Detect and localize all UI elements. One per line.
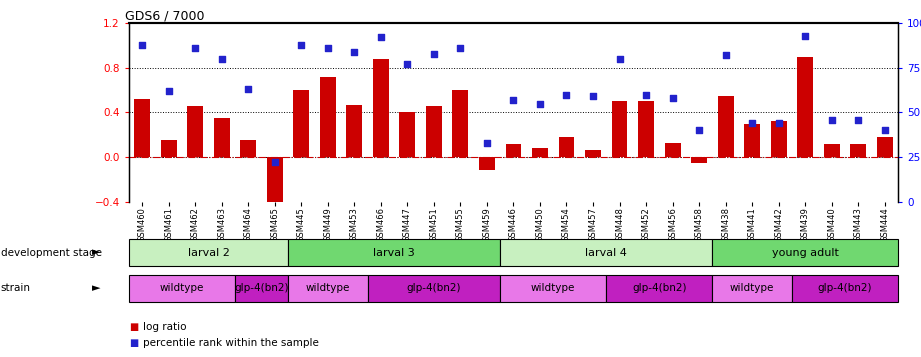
Bar [426,106,442,157]
Point [507,97,521,103]
Text: ►: ► [92,283,100,293]
Text: wildtype: wildtype [531,283,576,293]
Bar [346,105,362,157]
Bar [161,140,177,157]
Point [771,120,786,126]
Point [134,42,149,47]
Point [347,49,362,55]
Bar [691,157,707,163]
Bar [288,239,500,266]
Point [878,127,892,133]
Point [215,56,229,62]
Bar [288,275,367,302]
Point [480,140,495,146]
Text: glp-4(bn2): glp-4(bn2) [818,283,872,293]
Point [798,33,812,39]
Point [851,117,866,122]
Bar [506,144,521,157]
Point [188,45,203,51]
Text: glp-4(bn2): glp-4(bn2) [407,283,461,293]
Text: young adult: young adult [772,247,839,258]
Bar [792,275,898,302]
Text: larval 3: larval 3 [373,247,415,258]
Text: larval 4: larval 4 [586,247,627,258]
Bar [452,90,469,157]
Point [586,94,600,99]
Bar [235,275,288,302]
Text: GDS6 / 7000: GDS6 / 7000 [125,9,204,22]
Text: ►: ► [92,247,100,258]
Bar [214,118,229,157]
Point [559,92,574,97]
Bar [187,106,204,157]
Text: strain: strain [1,283,31,293]
Text: wildtype: wildtype [306,283,350,293]
Bar [267,157,283,211]
Bar [612,101,627,157]
Bar [850,144,866,157]
Text: wildtype: wildtype [159,283,204,293]
Point [453,45,468,51]
Point [241,86,256,92]
Point [374,35,389,40]
Point [426,51,441,56]
Bar [712,275,792,302]
Point [612,56,627,62]
Point [692,127,706,133]
Text: larval 2: larval 2 [188,247,229,258]
Point [745,120,760,126]
Bar [558,137,575,157]
Bar [320,77,336,157]
Text: ■: ■ [129,338,138,348]
Bar [129,275,235,302]
Point [824,117,839,122]
Bar [373,59,389,157]
Bar [665,142,681,157]
Bar [479,157,495,171]
Text: development stage: development stage [1,247,102,258]
Bar [712,239,898,266]
Bar [134,99,150,157]
Bar [717,96,733,157]
Point [161,88,176,94]
Bar [129,239,288,266]
Text: glp-4(bn2): glp-4(bn2) [234,283,289,293]
Bar [400,112,415,157]
Bar [638,101,654,157]
Bar [500,239,712,266]
Point [321,45,335,51]
Point [532,101,547,106]
Text: wildtype: wildtype [730,283,775,293]
Bar [771,121,787,157]
Point [400,61,414,67]
Point [665,95,680,101]
Point [718,52,733,58]
Point [638,92,653,97]
Text: ■: ■ [129,322,138,332]
Bar [606,275,712,302]
Bar [367,275,500,302]
Bar [798,57,813,157]
Bar [532,148,548,157]
Bar [500,275,606,302]
Bar [240,140,256,157]
Bar [294,90,309,157]
Bar [585,150,601,157]
Text: log ratio: log ratio [143,322,186,332]
Point [294,42,309,47]
Bar [877,137,892,157]
Bar [823,144,840,157]
Point [267,160,282,165]
Text: percentile rank within the sample: percentile rank within the sample [143,338,319,348]
Bar [744,124,760,157]
Text: glp-4(bn2): glp-4(bn2) [632,283,686,293]
